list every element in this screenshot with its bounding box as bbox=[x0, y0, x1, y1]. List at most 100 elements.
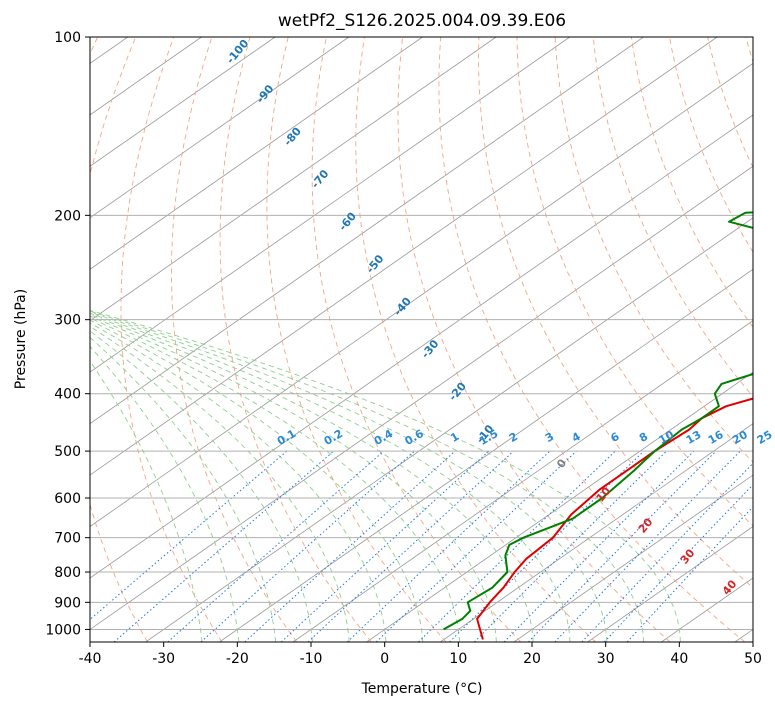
isotherm-line bbox=[292, 320, 753, 642]
mixing-ratio-label: 8 bbox=[637, 430, 650, 445]
y-tick-label: 1000 bbox=[45, 622, 81, 638]
dry-adiabat-line bbox=[90, 37, 148, 642]
dry-adiabat-label: -90 bbox=[254, 82, 277, 106]
dry-adiabat-label: -70 bbox=[309, 167, 332, 191]
dry-adiabat-line bbox=[120, 37, 223, 642]
isotherm-line bbox=[90, 114, 753, 579]
isotherm-line bbox=[90, 37, 276, 167]
y-tick-label: 300 bbox=[54, 313, 81, 329]
moist-adiabat-line bbox=[90, 325, 350, 642]
x-tick-label: 0 bbox=[380, 651, 389, 667]
moist-adiabat-line bbox=[90, 317, 461, 642]
isotherm-line bbox=[366, 371, 753, 642]
moist-adiabat-label: 40 bbox=[720, 577, 740, 597]
grid bbox=[90, 37, 753, 630]
dry-adiabat-line bbox=[219, 37, 372, 642]
dry-adiabat-line bbox=[478, 37, 753, 589]
y-tick-label: 600 bbox=[54, 491, 81, 507]
background-labels: -100-90-80-70-60-50-40-30-20-100.1 0.2 0.4… bbox=[224, 37, 775, 598]
x-tick-label: 10 bbox=[449, 651, 467, 667]
background-lines bbox=[0, 37, 753, 642]
isotherm-line bbox=[90, 37, 350, 219]
x-axis-title: Temperature (°C) bbox=[361, 681, 483, 697]
mixing-ratio-label: 2 bbox=[507, 430, 520, 445]
dry-adiabat-line bbox=[745, 37, 753, 64]
moist-adiabat-line bbox=[90, 322, 387, 642]
mixing-ratio-line bbox=[375, 450, 577, 642]
mixing-ratio-line bbox=[307, 450, 515, 642]
isotherm-line bbox=[90, 37, 423, 270]
moist-adiabat-line bbox=[90, 319, 424, 642]
isotherm-line bbox=[90, 37, 497, 322]
x-tick-label: 40 bbox=[670, 651, 688, 667]
isotherm-line bbox=[145, 217, 753, 642]
y-tick-label: 100 bbox=[54, 30, 81, 46]
moist-adiabat-line bbox=[90, 309, 681, 642]
dry-adiabat-line bbox=[397, 37, 671, 642]
isotherm-line bbox=[513, 474, 753, 642]
moist-adiabat-line bbox=[90, 314, 534, 642]
temperature-profile-line bbox=[476, 397, 753, 640]
mixing-ratio-line bbox=[604, 483, 753, 642]
mixing-ratio-line bbox=[418, 450, 616, 642]
dry-adiabat-label: -30 bbox=[419, 337, 442, 361]
isotherm-line bbox=[734, 628, 753, 642]
isotherm-line bbox=[440, 423, 753, 642]
mixing-ratio-label: 10 bbox=[656, 428, 676, 447]
moist-adiabat-line bbox=[90, 330, 313, 642]
x-tick-label: -10 bbox=[300, 651, 323, 667]
mixing-ratio-line bbox=[473, 450, 667, 642]
y-tick-label: 500 bbox=[54, 444, 81, 460]
dry-adiabat-line bbox=[355, 37, 596, 642]
series-group bbox=[443, 211, 753, 640]
mixing-ratio-line bbox=[167, 450, 385, 642]
x-tick-label: -20 bbox=[226, 651, 249, 667]
dry-adiabat-line bbox=[630, 37, 753, 328]
mixing-ratio-label: 20 bbox=[730, 428, 750, 447]
moist-adiabat-line bbox=[90, 345, 240, 642]
mixing-ratio-line bbox=[200, 450, 415, 642]
y-tick-label: 400 bbox=[54, 387, 81, 403]
dry-adiabat-line bbox=[171, 37, 298, 642]
isotherm-line bbox=[90, 62, 753, 528]
mixing-ratio-line bbox=[554, 450, 741, 642]
mixing-ratio-line bbox=[449, 450, 645, 642]
mixing-ratio-line bbox=[581, 462, 753, 642]
dry-adiabat-line bbox=[0, 37, 59, 642]
dry-adiabat-label: -50 bbox=[364, 252, 387, 276]
dry-adiabat-line bbox=[311, 37, 522, 642]
isotherm-line bbox=[90, 37, 718, 476]
x-axis: -40 -30 -20 -10 0 10 20 30 40 50 bbox=[79, 642, 762, 667]
y-axis: 100 200 300 400 500 600 700 800 900 1000 bbox=[45, 30, 90, 638]
mixing-ratio-label: 16 bbox=[706, 428, 726, 447]
moist-adiabat-line bbox=[90, 310, 644, 642]
x-tick-label: -30 bbox=[152, 651, 175, 667]
mixing-ratio-label: 1 bbox=[448, 430, 461, 445]
mixing-ratio-line bbox=[503, 450, 695, 642]
moist-adiabat-label: 20 bbox=[636, 515, 656, 535]
dry-adiabat-label: -100 bbox=[224, 37, 252, 67]
mixing-ratio-label: 0.6 bbox=[403, 427, 427, 448]
dry-adiabat-label: -80 bbox=[281, 125, 304, 149]
mixing-ratio-label: 0.2 bbox=[322, 427, 345, 448]
mixing-ratio-line bbox=[280, 450, 490, 642]
mixing-ratio-label: 4 bbox=[570, 430, 583, 445]
y-tick-label: 200 bbox=[54, 208, 81, 224]
mixing-ratio-label: 25 bbox=[755, 428, 775, 447]
isotherm-line bbox=[90, 165, 753, 630]
isotherm-line bbox=[587, 526, 753, 642]
moist-adiabat-line bbox=[90, 312, 571, 642]
moist-adiabat-line bbox=[90, 311, 608, 642]
isotherm-line bbox=[219, 268, 753, 642]
moist-adiabat-label: 30 bbox=[678, 546, 698, 566]
mixing-ratio-label: 0.1 bbox=[275, 427, 298, 448]
isotherm-line bbox=[90, 37, 644, 425]
dry-adiabat-label: -20 bbox=[446, 380, 469, 404]
mixing-ratio-label: 6 bbox=[608, 430, 621, 445]
y-tick-label: 700 bbox=[54, 531, 81, 547]
plot-frame bbox=[89, 36, 754, 643]
dry-adiabat-line bbox=[438, 37, 746, 642]
dry-adiabat-line bbox=[554, 37, 753, 464]
moist-adiabat-line bbox=[90, 315, 497, 642]
